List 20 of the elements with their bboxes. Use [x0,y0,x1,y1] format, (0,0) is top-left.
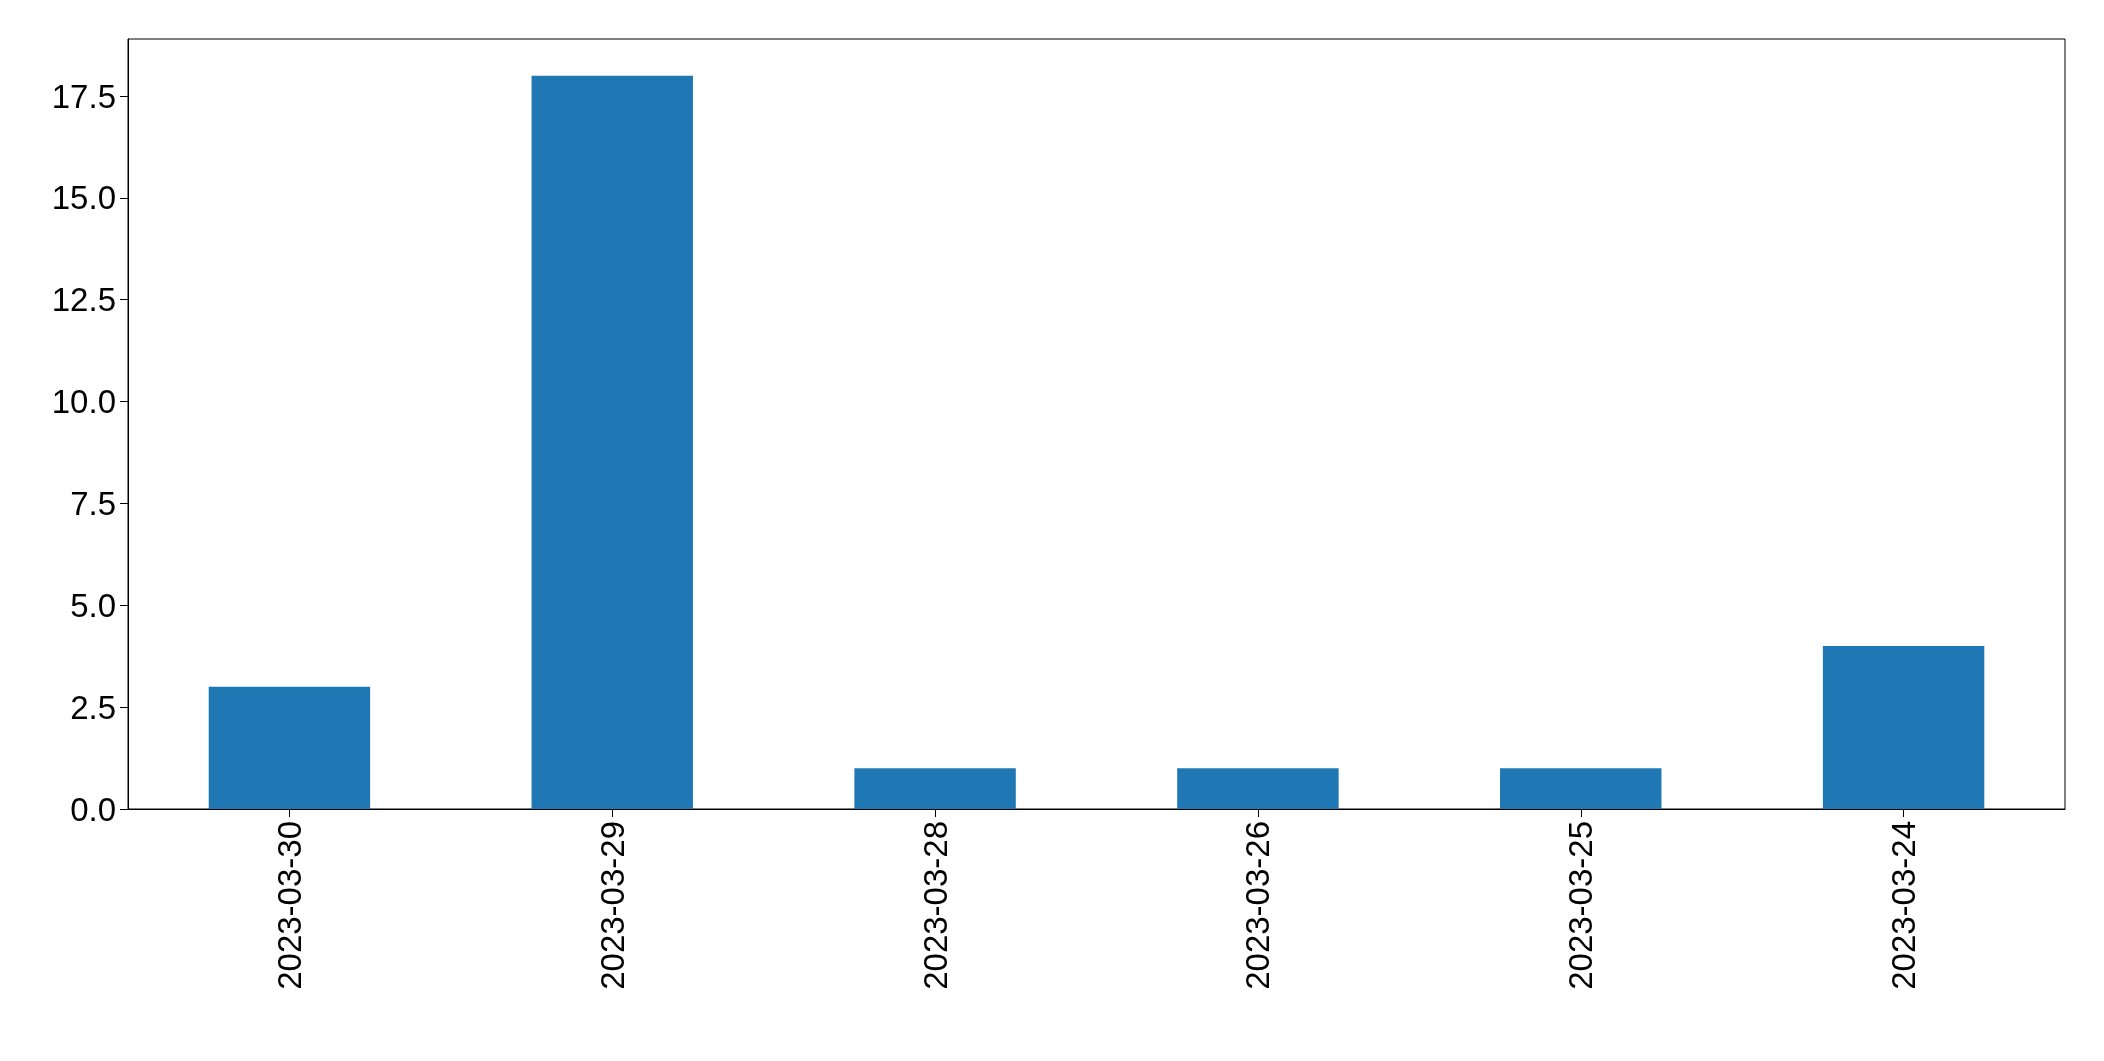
y-tick-label: 0.0 [70,790,116,828]
x-tick-label: 2023-03-24 [1885,821,1923,990]
x-tick-label: 2023-03-26 [1239,821,1277,990]
y-tick-label: 10.0 [51,383,116,421]
bar [208,686,371,809]
y-tick-label: 2.5 [70,688,116,726]
bar [1177,768,1339,809]
y-tick-label: 12.5 [51,281,116,319]
bar [1500,768,1662,809]
bar [1822,646,1985,809]
x-tick-label: 2023-03-29 [593,821,631,990]
x-tick-label: 2023-03-28 [916,821,954,990]
bar [854,768,1016,809]
y-tick-label: 5.0 [70,586,116,624]
x-tick-label: 2023-03-25 [1562,821,1600,990]
y-tick-label: 15.0 [51,179,116,217]
y-tick-label: 17.5 [51,77,116,115]
y-tick-label: 7.5 [70,484,116,522]
bar [531,75,693,809]
x-tick-label: 2023-03-30 [270,821,308,990]
